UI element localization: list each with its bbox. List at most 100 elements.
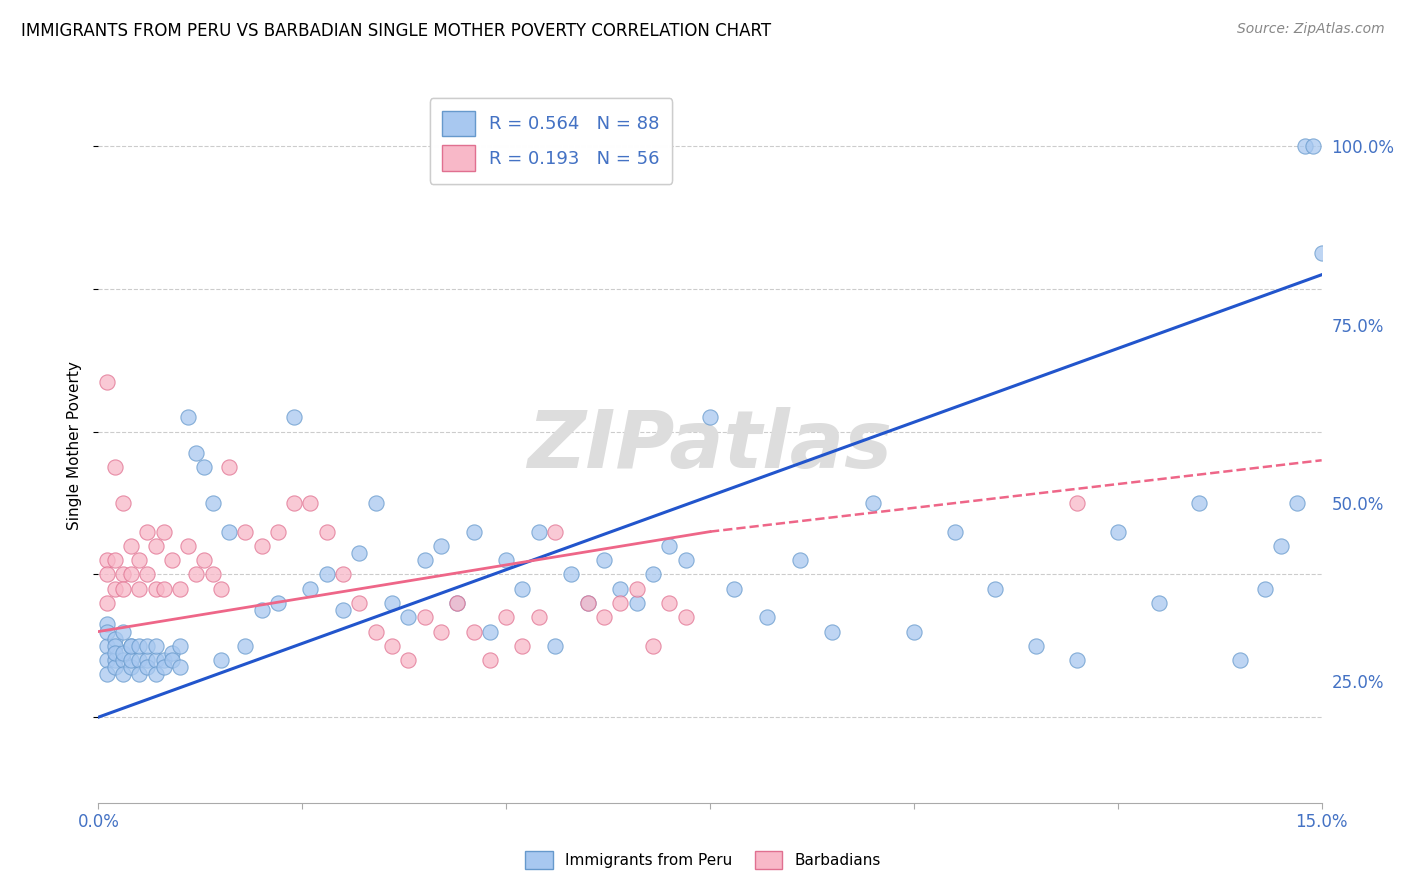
Point	[576, 596, 599, 610]
Point	[111, 582, 134, 596]
Point	[495, 553, 517, 567]
Point	[104, 646, 127, 660]
Point	[111, 624, 134, 639]
Point	[136, 567, 159, 582]
Point	[96, 624, 118, 639]
Point	[609, 596, 631, 610]
Point	[120, 660, 142, 674]
Point	[209, 582, 232, 596]
Point	[430, 624, 453, 639]
Point	[512, 639, 534, 653]
Point	[1066, 496, 1088, 510]
Point	[576, 596, 599, 610]
Point	[111, 496, 134, 510]
Point	[136, 660, 159, 674]
Point	[1107, 524, 1129, 539]
Point	[145, 639, 167, 653]
Point	[128, 639, 150, 653]
Point	[723, 582, 745, 596]
Point	[544, 524, 567, 539]
Point	[104, 632, 127, 646]
Legend: R = 0.564   N = 88, R = 0.193   N = 56: R = 0.564 N = 88, R = 0.193 N = 56	[430, 98, 672, 184]
Point	[233, 524, 256, 539]
Point	[381, 596, 404, 610]
Point	[396, 653, 419, 667]
Point	[283, 496, 305, 510]
Point	[145, 539, 167, 553]
Point	[128, 667, 150, 681]
Point	[136, 639, 159, 653]
Point	[111, 646, 134, 660]
Point	[104, 639, 127, 653]
Point	[96, 553, 118, 567]
Point	[267, 524, 290, 539]
Point	[152, 582, 174, 596]
Point	[186, 446, 208, 460]
Point	[544, 639, 567, 653]
Point	[120, 639, 142, 653]
Point	[104, 653, 127, 667]
Point	[218, 460, 240, 475]
Point	[446, 596, 468, 610]
Point	[349, 546, 371, 560]
Point	[756, 610, 779, 624]
Point	[299, 582, 322, 596]
Point	[136, 524, 159, 539]
Point	[943, 524, 966, 539]
Text: IMMIGRANTS FROM PERU VS BARBADIAN SINGLE MOTHER POVERTY CORRELATION CHART: IMMIGRANTS FROM PERU VS BARBADIAN SINGLE…	[21, 22, 772, 40]
Y-axis label: Single Mother Poverty: Single Mother Poverty	[67, 361, 83, 531]
Point	[315, 524, 337, 539]
Point	[1294, 139, 1316, 153]
Point	[789, 553, 811, 567]
Point	[560, 567, 582, 582]
Point	[160, 646, 183, 660]
Point	[478, 624, 501, 639]
Point	[527, 610, 550, 624]
Point	[201, 496, 224, 510]
Point	[177, 410, 200, 425]
Point	[430, 539, 453, 553]
Point	[152, 653, 174, 667]
Point	[104, 660, 127, 674]
Point	[145, 582, 167, 596]
Point	[160, 653, 183, 667]
Point	[1147, 596, 1170, 610]
Point	[463, 624, 485, 639]
Point	[145, 653, 167, 667]
Point	[675, 610, 697, 624]
Point	[120, 639, 142, 653]
Point	[218, 524, 240, 539]
Point	[1253, 582, 1275, 596]
Point	[463, 524, 485, 539]
Point	[169, 639, 191, 653]
Point	[136, 653, 159, 667]
Point	[283, 410, 305, 425]
Point	[381, 639, 404, 653]
Point	[96, 639, 118, 653]
Point	[186, 567, 208, 582]
Point	[96, 653, 118, 667]
Point	[446, 596, 468, 610]
Point	[193, 460, 215, 475]
Point	[364, 496, 387, 510]
Point	[111, 567, 134, 582]
Point	[267, 596, 290, 610]
Point	[364, 624, 387, 639]
Point	[1188, 496, 1211, 510]
Point	[658, 596, 681, 610]
Point	[104, 553, 127, 567]
Point	[527, 524, 550, 539]
Point	[250, 539, 273, 553]
Point	[903, 624, 925, 639]
Point	[349, 596, 371, 610]
Point	[413, 610, 436, 624]
Point	[169, 582, 191, 596]
Point	[1302, 139, 1324, 153]
Point	[332, 567, 354, 582]
Point	[593, 610, 616, 624]
Point	[128, 553, 150, 567]
Point	[96, 567, 118, 582]
Point	[152, 660, 174, 674]
Point	[641, 639, 664, 653]
Point	[315, 567, 337, 582]
